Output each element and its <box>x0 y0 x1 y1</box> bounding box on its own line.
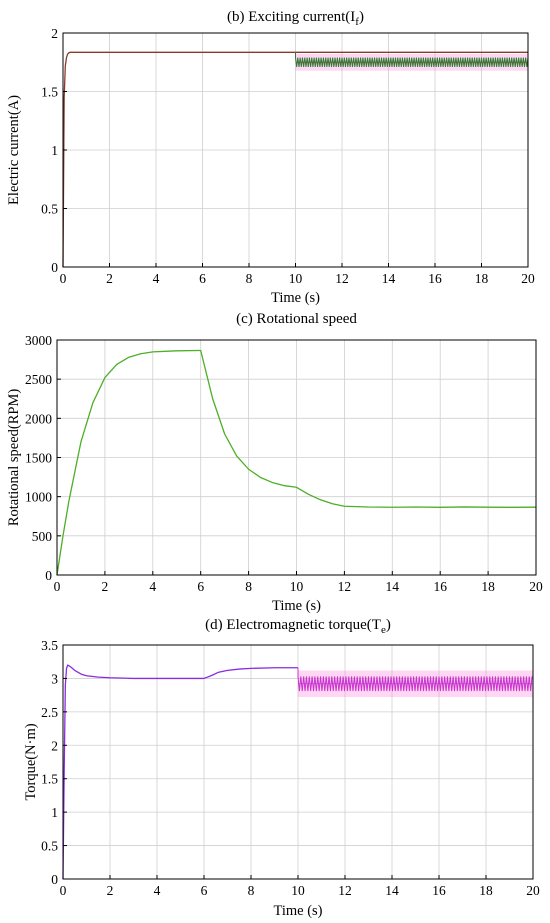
chart-title-subscript: e <box>381 624 386 636</box>
y-axis-label: Electric current(A) <box>6 95 22 205</box>
y-tick-label: 2500 <box>25 372 52 387</box>
series-line <box>56 349 537 576</box>
y-tick-label: 1000 <box>25 490 52 505</box>
x-tick-label: 14 <box>385 883 399 898</box>
x-tick-label: 16 <box>428 271 442 286</box>
x-tick-label: 14 <box>382 271 396 286</box>
chart-title-text: (c) Rotational speed <box>236 311 357 327</box>
y-axis-label: Rotational speed(RPM) <box>6 389 22 527</box>
x-tick-label: 18 <box>475 271 489 286</box>
y-tick-label: 3 <box>51 671 58 686</box>
chart-rotational-speed: 0 2 4 6 8 10 12 14 16 18 20 0 500 1000 1500 2000 2500 300… <box>6 311 543 614</box>
chart-title-text: (d) Electromagnetic torque(T <box>205 617 381 633</box>
y-tick-label: 1 <box>51 805 58 820</box>
x-tick-label: 4 <box>149 579 156 594</box>
x-tick-label: 20 <box>521 271 535 286</box>
x-tick-label: 18 <box>479 883 493 898</box>
x-tick-label: 6 <box>199 271 206 286</box>
x-tick-label: 2 <box>106 271 113 286</box>
y-tick-label: 3.5 <box>41 638 58 653</box>
series-line <box>62 664 298 880</box>
y-tick-label: 0 <box>51 260 58 275</box>
x-tick-label: 12 <box>338 579 352 594</box>
y-tick-label: 0.5 <box>41 202 58 217</box>
chart-title-subscript: f <box>355 16 359 28</box>
chart-title-tail: ) <box>386 617 391 633</box>
x-tick-label: 10 <box>290 579 304 594</box>
x-tick-label: 12 <box>335 271 349 286</box>
y-tick-label: 1.5 <box>41 772 58 787</box>
x-tick-label: 18 <box>481 579 495 594</box>
x-axis-label: Time (s) <box>271 290 320 306</box>
x-tick-label: 20 <box>526 883 540 898</box>
x-tick-label: 4 <box>153 271 160 286</box>
x-axis-label: Time (s) <box>272 598 321 614</box>
x-axis-label: Time (s) <box>273 903 322 919</box>
x-tick-label: 8 <box>246 271 253 286</box>
x-tick-label: 6 <box>197 579 204 594</box>
y-tick-label: 1.5 <box>41 85 58 100</box>
y-tick-label: 0 <box>45 568 52 583</box>
x-tick-label: 16 <box>432 883 446 898</box>
y-tick-label: 1500 <box>25 451 52 466</box>
x-tick-label: 0 <box>54 579 61 594</box>
y-tick-label: 0.5 <box>41 839 58 854</box>
x-tick-label: 12 <box>338 883 352 898</box>
chart-title: (d) Electromagnetic torque(Te) <box>205 617 391 636</box>
series-line <box>62 51 528 268</box>
y-tick-label: 0 <box>51 872 58 887</box>
chart-title: (b) Exciting current(If) <box>227 9 364 28</box>
y-tick-label: 1 <box>51 143 58 158</box>
x-tick-label: 2 <box>107 883 114 898</box>
chart-electromagnetic-torque: 0 2 4 6 8 10 12 14 16 18 20 0 0.5 1 1.5 2 2.5 3 3.5 (d) Ele… <box>23 617 540 919</box>
x-tick-label: 10 <box>291 883 305 898</box>
y-axis-label: Torque(N·m) <box>23 723 39 800</box>
y-tick-label: 500 <box>32 529 53 544</box>
x-tick-label: 16 <box>433 579 447 594</box>
y-tick-label: 2.5 <box>41 705 58 720</box>
chart-title-text: (b) Exciting current(I <box>227 9 355 25</box>
x-tick-label: 10 <box>289 271 303 286</box>
chart-title-tail: ) <box>359 9 364 25</box>
x-tick-label: 6 <box>201 883 208 898</box>
y-tick-label: 2 <box>51 26 58 41</box>
y-tick-label: 2 <box>51 738 58 753</box>
y-tick-label: 3000 <box>25 333 52 348</box>
y-tick-label: 2000 <box>25 411 52 426</box>
x-tick-label: 20 <box>529 579 543 594</box>
x-tick-label: 4 <box>154 883 161 898</box>
x-tick-label: 14 <box>386 579 400 594</box>
x-tick-label: 8 <box>248 883 255 898</box>
x-tick-label: 8 <box>245 579 252 594</box>
chart-exciting-current: 0 2 4 6 8 10 12 14 16 18 20 0 0.5 1 1.5 2 (b) Exciting c… <box>6 9 535 306</box>
x-tick-label: 0 <box>60 271 67 286</box>
x-tick-label: 0 <box>60 883 67 898</box>
chart-title: (c) Rotational speed <box>236 311 357 327</box>
x-tick-label: 2 <box>102 579 109 594</box>
